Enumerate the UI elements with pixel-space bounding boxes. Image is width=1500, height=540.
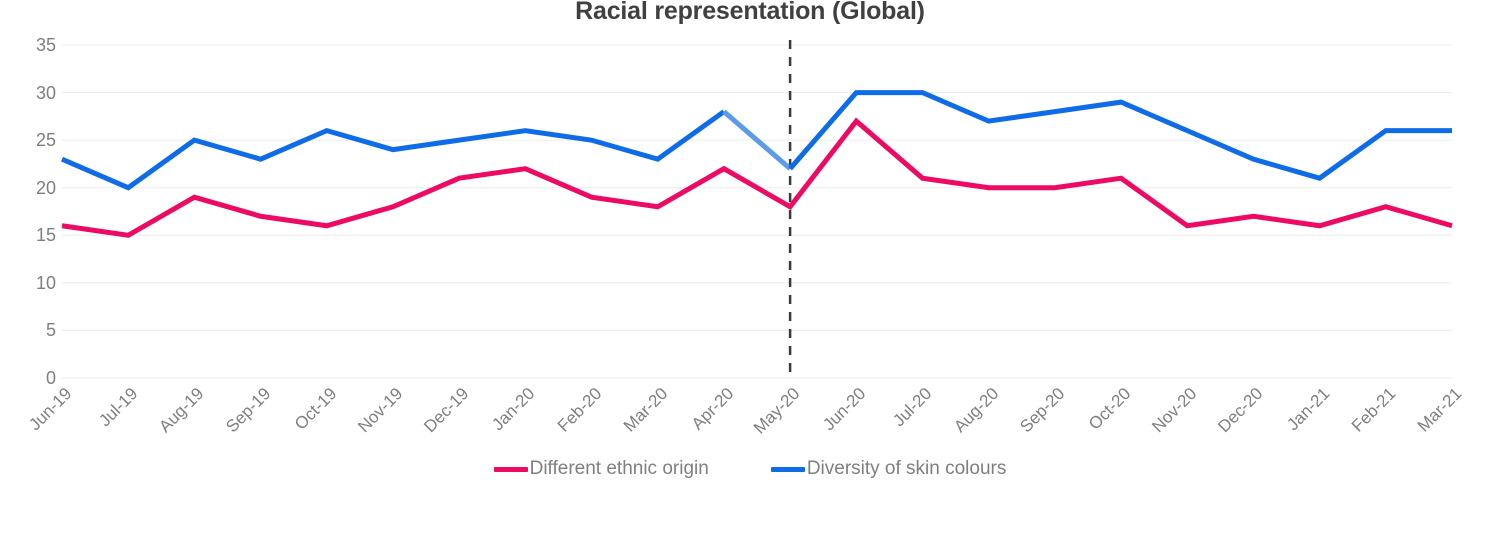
y-tick-label: 5 [45,320,56,341]
legend-label: Different ethnic origin [529,458,709,479]
legend-item[interactable]: Diversity of skin colours [770,458,1007,480]
legend-color-swatch [493,466,528,472]
plot-area [61,40,1453,379]
series-line [61,109,726,191]
y-tick-label: 15 [35,225,56,246]
y-tick-label: 35 [35,35,56,55]
line-chart-svg [61,40,1453,379]
series-line [722,109,792,171]
x-axis: Jun-19 Jul-19 Aug-19 Sep-19 Oct-19 Nov-19 Dec-… [25,378,1465,458]
y-tick-label: 25 [35,130,56,151]
gridlines [62,44,1452,379]
y-tick-label: 20 [35,177,56,198]
y-axis: 0 5 10 15 20 25 30 35 [0,35,56,388]
y-tick-label: 0 [45,368,56,388]
legend-item[interactable]: Different ethnic origin [493,458,709,480]
data-series-lines [61,90,1453,238]
chart-legend: Different ethnic origin Diversity of skin… [0,458,1500,480]
series-line [788,90,1452,181]
legend-label: Diversity of skin colours [806,458,1007,479]
chart-container: Racial representation (Global) 0 5 10 15 20 2… [0,0,1500,480]
series-line [61,117,1453,238]
legend-color-swatch [770,466,805,472]
y-tick-label: 30 [35,82,56,103]
y-tick-label: 10 [35,272,56,293]
chart-title: Racial representation (Global) [575,0,925,25]
